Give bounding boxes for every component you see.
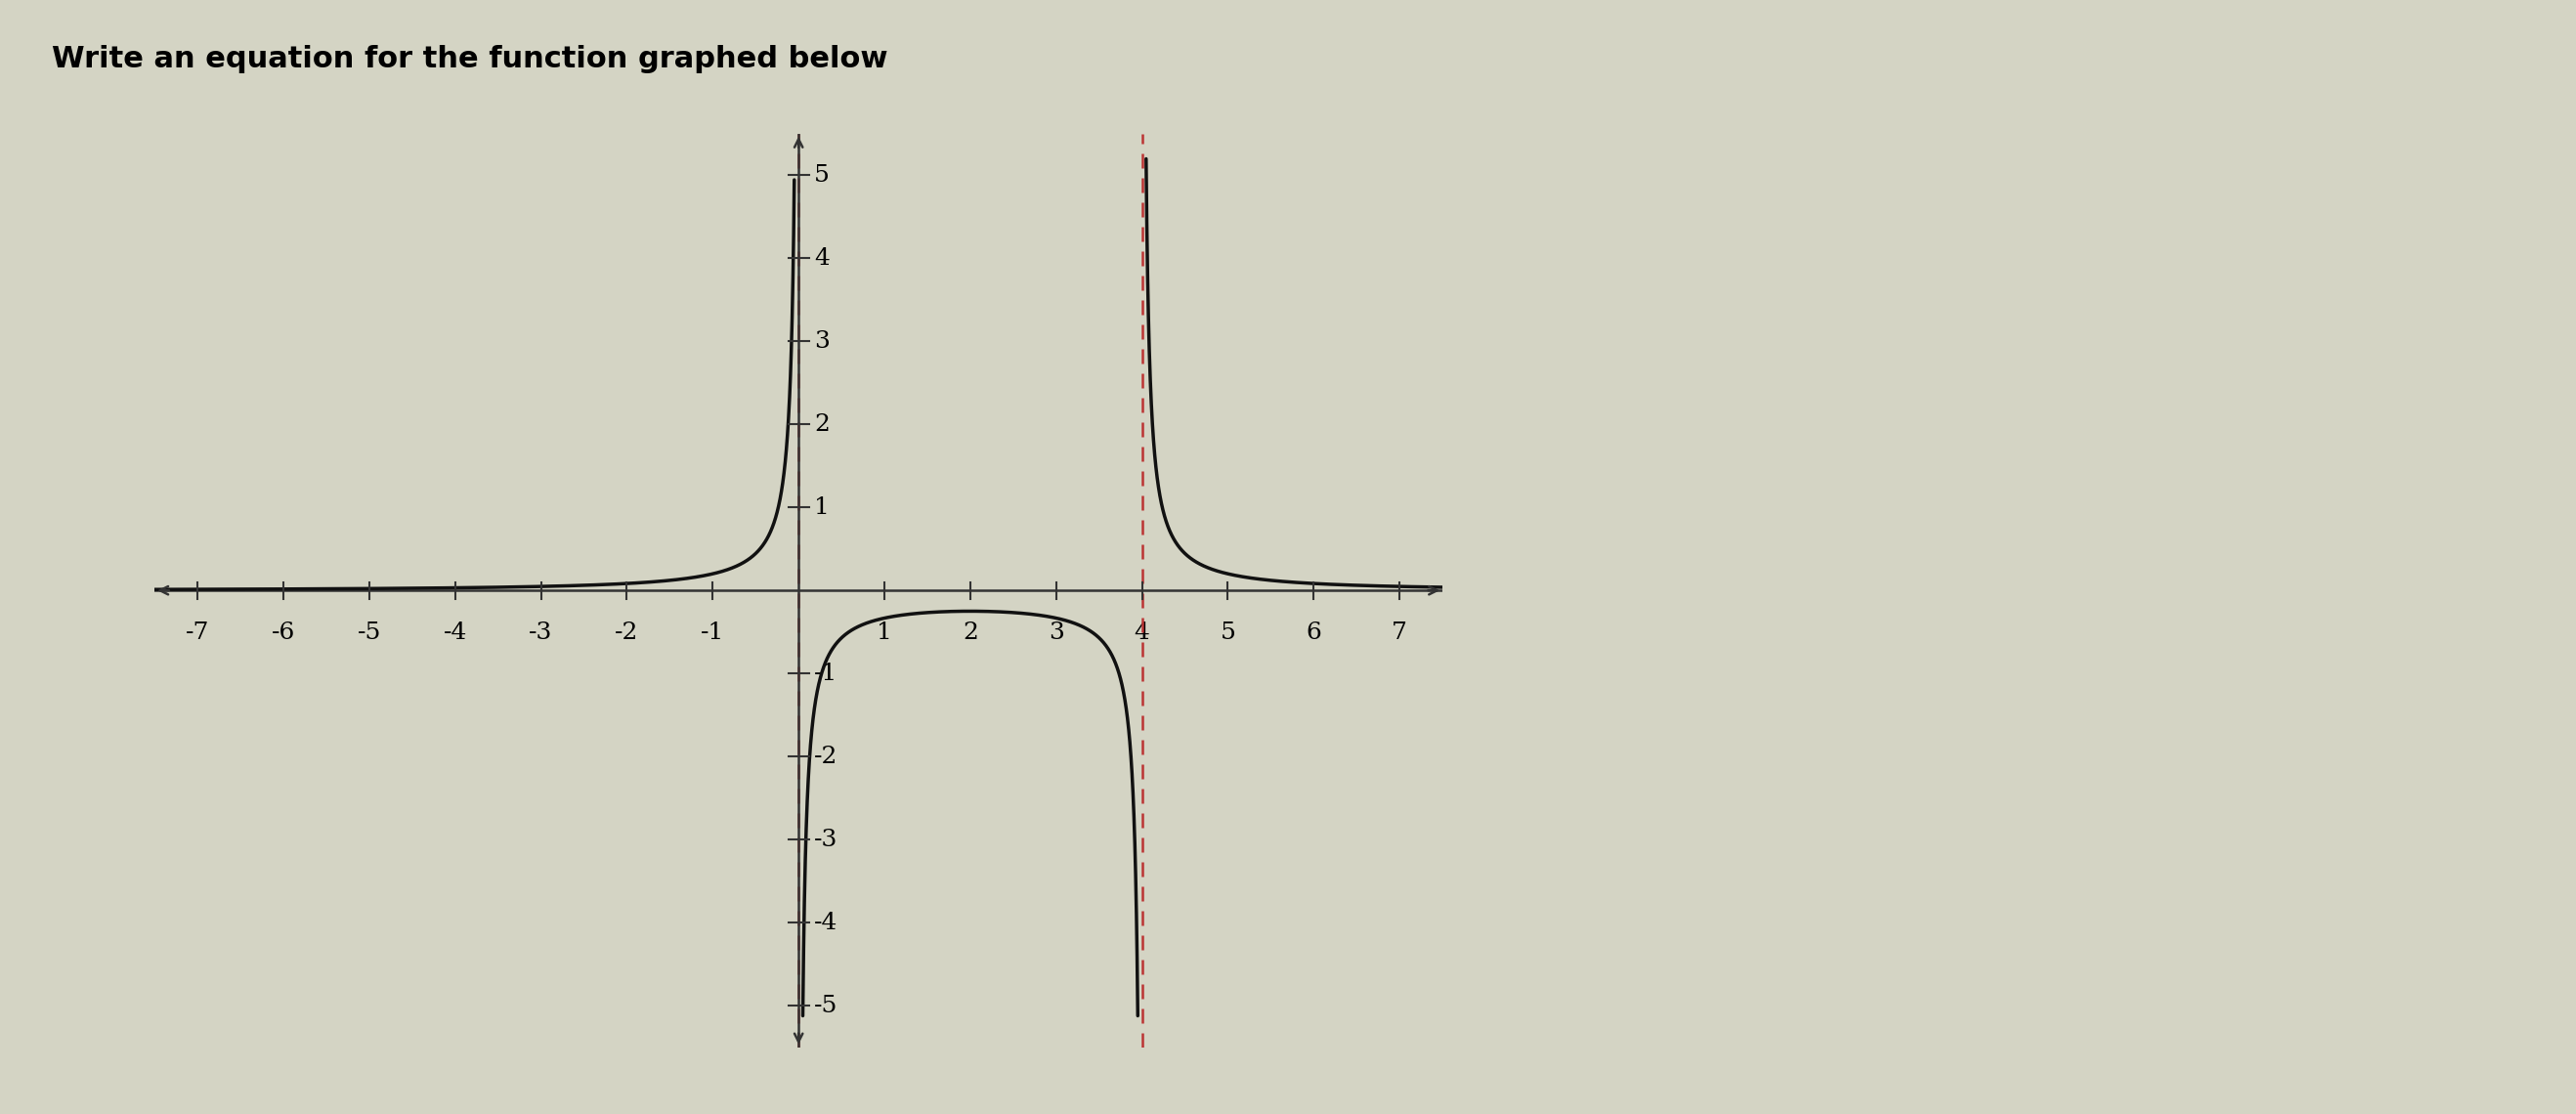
Text: -7: -7 — [185, 622, 209, 645]
Text: 6: 6 — [1306, 622, 1321, 645]
Text: -4: -4 — [443, 622, 466, 645]
Text: -3: -3 — [814, 829, 837, 851]
Text: 2: 2 — [814, 413, 829, 436]
Text: 4: 4 — [814, 247, 829, 270]
Text: 2: 2 — [963, 622, 979, 645]
Text: -3: -3 — [528, 622, 554, 645]
Text: 3: 3 — [814, 330, 829, 352]
Text: -5: -5 — [814, 995, 837, 1017]
Text: -5: -5 — [358, 622, 381, 645]
Text: 1: 1 — [876, 622, 891, 645]
Text: 3: 3 — [1048, 622, 1064, 645]
Text: -1: -1 — [814, 662, 837, 685]
Text: -6: -6 — [270, 622, 296, 645]
Text: Write an equation for the function graphed below: Write an equation for the function graph… — [52, 45, 889, 72]
Text: 7: 7 — [1391, 622, 1406, 645]
Text: -4: -4 — [814, 911, 837, 934]
Text: -2: -2 — [814, 745, 837, 768]
Text: 1: 1 — [814, 496, 829, 519]
Text: -2: -2 — [616, 622, 639, 645]
Text: 5: 5 — [1221, 622, 1236, 645]
Text: 4: 4 — [1133, 622, 1149, 645]
Text: 5: 5 — [814, 164, 829, 186]
Text: -1: -1 — [701, 622, 724, 645]
